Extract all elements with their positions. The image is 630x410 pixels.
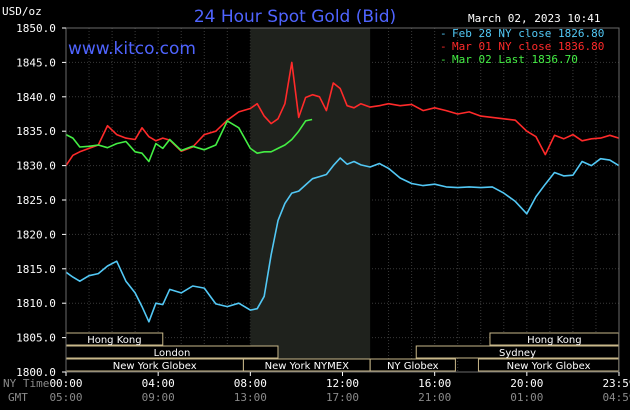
x-tick-label-ny: 08:00 [234, 377, 267, 390]
x-tick-label-ny: 20:00 [510, 377, 543, 390]
session-label: London [154, 348, 191, 359]
shaded-session [250, 28, 371, 372]
session-label: New York NYMEX [265, 361, 350, 372]
y-tick-label: 1830.0 [16, 160, 56, 173]
x-tick-label-ny: 16:00 [418, 377, 451, 390]
shaded-session-rect [250, 28, 371, 372]
x-tick-label-gmt: 17:00 [326, 391, 359, 404]
x-tick-label-gmt: 13:00 [234, 391, 267, 404]
y-tick-label: 1820.0 [16, 228, 56, 241]
series-line-1 [65, 61, 620, 167]
session-label: Hong Kong [527, 335, 581, 346]
session-band [369, 358, 456, 372]
y-tick-label: 1805.0 [16, 332, 56, 345]
ny-time-row-label: NY Time [3, 377, 49, 390]
series-lines [65, 61, 620, 323]
chart-title: 24 Hour Spot Gold (Bid) [194, 7, 396, 27]
x-tick-label-ny: 12:00 [326, 377, 359, 390]
timestamp: March 02, 2023 10:41 [468, 12, 600, 25]
session-label: New York Globex [507, 361, 591, 372]
series-line-0 [65, 157, 620, 323]
x-tick-label-gmt: 04:59 [602, 391, 630, 404]
gmt-row-label: GMT [8, 391, 28, 404]
legend-marker-mar01: - [440, 40, 447, 53]
legend-feb28: Feb 28 NY close 1826.80 [452, 27, 604, 40]
y-tick-label: 1840.0 [16, 91, 56, 104]
x-tick-label-gmt: 09:00 [142, 391, 175, 404]
y-tick-label: 1800.0 [16, 366, 56, 379]
y-tick-label: 1815.0 [16, 263, 56, 276]
y-tick-label: 1825.0 [16, 194, 56, 207]
legend: - Feb 28 NY close 1826.80 - Mar 01 NY cl… [440, 27, 604, 66]
x-tick-label-gmt: 05:00 [49, 391, 82, 404]
session-label: NY Globex [387, 361, 439, 372]
y-tick-label: 1835.0 [16, 125, 56, 138]
y-tick-label: 1810.0 [16, 297, 56, 310]
y-unit-label: USD/oz [2, 5, 42, 18]
session-label: Sydney [499, 348, 536, 359]
axes: 1800.0 1805.0 1810.0 1815.0 1820.0 1825.0 1830… [16, 22, 630, 404]
series-line-2 [65, 118, 313, 163]
legend-marker-mar02: - [440, 53, 447, 66]
y-tick-label: 1850.0 [16, 22, 56, 35]
session-label: Hong Kong [87, 335, 141, 346]
x-tick-label-ny: 00:00 [49, 377, 82, 390]
x-tick-label-gmt: 21:00 [418, 391, 451, 404]
legend-marker-feb28: - [440, 27, 447, 40]
legend-mar01: Mar 01 NY close 1836.80 [452, 40, 604, 53]
y-tick-label: 1845.0 [16, 56, 56, 69]
site-link[interactable]: www.kitco.com [68, 39, 196, 59]
x-tick-label-ny: 23:59 [602, 377, 630, 390]
x-tick-label-ny: 04:00 [142, 377, 175, 390]
session-label: New York Globex [113, 361, 197, 372]
x-tick-label-gmt: 01:00 [510, 391, 543, 404]
legend-mar02: Mar 02 Last 1836.70 [452, 53, 578, 66]
session-bands: Hong Kong Hong Kong London Sydney New York G… [65, 332, 620, 372]
